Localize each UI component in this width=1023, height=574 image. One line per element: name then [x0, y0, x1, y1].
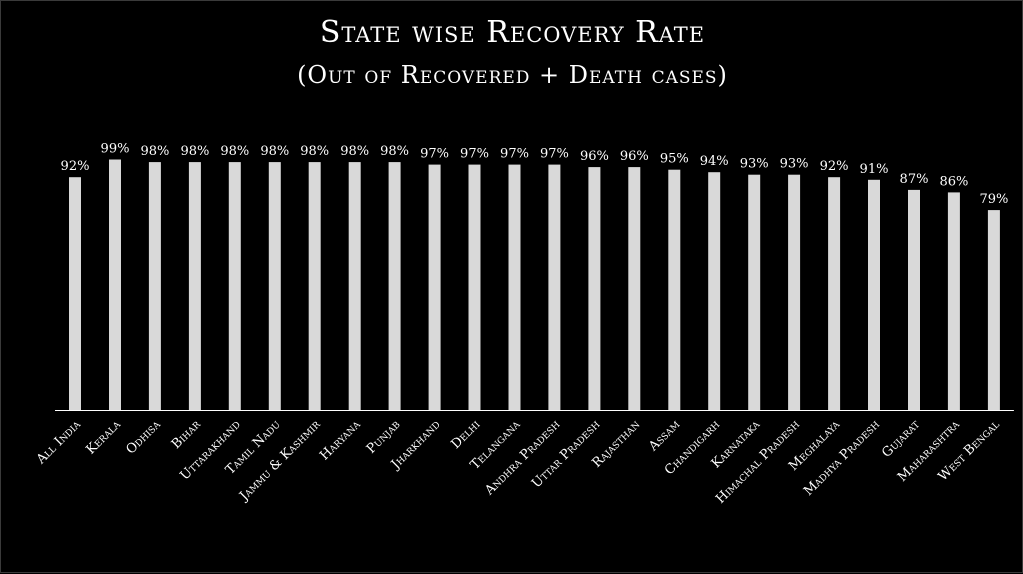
bar — [508, 164, 521, 410]
bar — [428, 164, 441, 410]
data-label: 98% — [300, 144, 329, 159]
x-tick-label: Punjab — [364, 417, 404, 457]
x-tick-label: Bihar — [169, 417, 204, 452]
x-tick-label: Assam — [645, 417, 683, 455]
data-label: 97% — [540, 147, 569, 162]
data-label: 96% — [620, 149, 649, 164]
bar — [268, 162, 281, 410]
data-label: 98% — [380, 144, 409, 159]
chart-subtitle: (Out of Recovered + Death cases) — [297, 61, 728, 89]
data-label: 93% — [780, 157, 809, 172]
bar — [748, 174, 761, 410]
data-label: 91% — [860, 162, 889, 177]
x-tick-label: Haryana — [317, 417, 364, 464]
bar — [947, 192, 960, 410]
bar — [188, 162, 201, 410]
bar — [308, 162, 321, 410]
bar — [148, 162, 161, 410]
bar — [468, 164, 481, 410]
bar — [788, 174, 801, 410]
data-label: 98% — [260, 144, 289, 159]
data-label: 96% — [580, 149, 609, 164]
data-label: 99% — [101, 142, 130, 157]
bar — [388, 162, 401, 410]
data-label: 97% — [500, 147, 529, 162]
x-tick-label: All India — [33, 417, 84, 468]
data-label: 92% — [820, 159, 849, 174]
x-tick-label: Odhisa — [123, 417, 164, 458]
bar — [109, 159, 121, 410]
data-label: 97% — [460, 147, 489, 162]
bar — [69, 177, 81, 410]
x-tick-label: Madhya Pradesh — [801, 417, 883, 499]
x-tick-label: Delhi — [448, 417, 483, 452]
bar — [228, 162, 241, 410]
data-label: 94% — [700, 154, 729, 169]
data-label: 97% — [420, 147, 449, 162]
data-label: 98% — [180, 144, 209, 159]
data-label: 98% — [340, 144, 369, 159]
bar — [868, 179, 880, 410]
data-label: 86% — [939, 174, 968, 189]
bar — [588, 167, 601, 410]
data-label: 98% — [140, 144, 169, 159]
bar — [908, 189, 920, 410]
data-label: 93% — [740, 157, 769, 172]
bar — [668, 169, 681, 410]
data-label: 92% — [61, 159, 90, 174]
bar — [708, 172, 721, 410]
data-label: 95% — [660, 152, 689, 167]
bar — [987, 210, 1000, 410]
bar — [828, 177, 841, 410]
bar — [548, 164, 561, 410]
bar — [628, 167, 641, 410]
data-label: 98% — [220, 144, 249, 159]
data-label: 87% — [900, 172, 929, 187]
chart-title: State wise Recovery Rate — [319, 15, 706, 50]
bar — [348, 162, 361, 410]
data-label: 79% — [979, 192, 1008, 207]
x-tick-label: Kerala — [83, 417, 124, 458]
